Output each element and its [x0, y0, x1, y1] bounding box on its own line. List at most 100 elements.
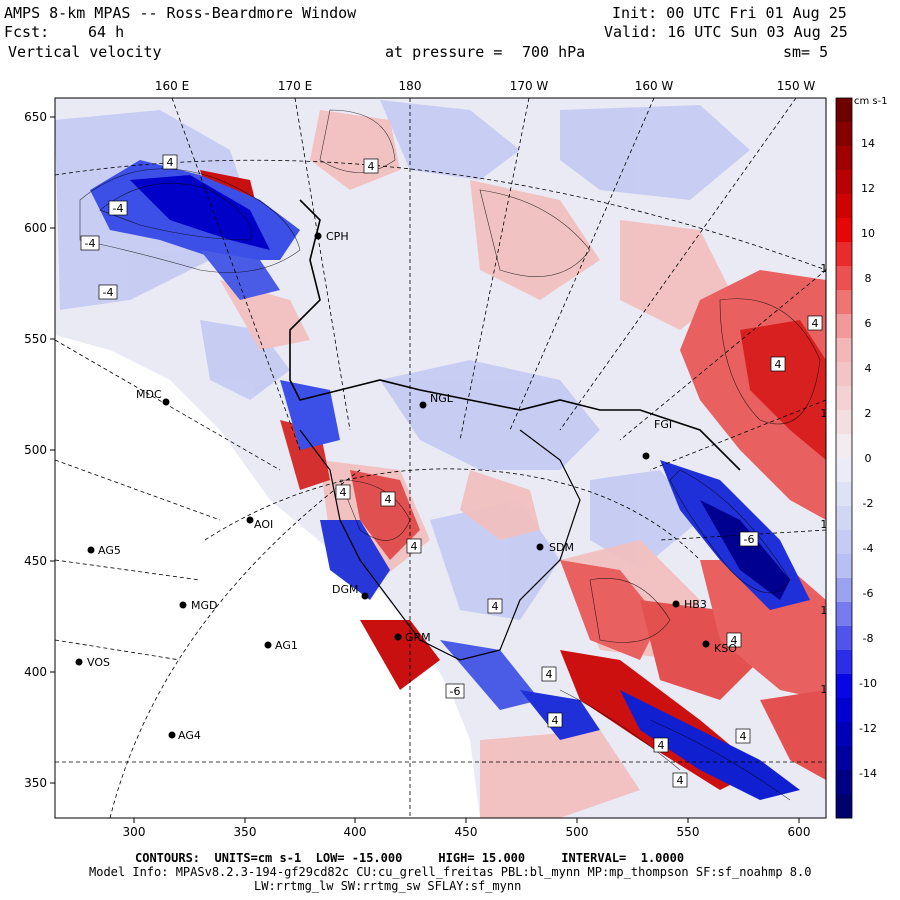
- svg-text:4: 4: [368, 160, 375, 173]
- contour-label: -4: [98, 284, 118, 300]
- lon-label-170e: 170 E: [278, 79, 312, 93]
- colorbar-tick: 6: [865, 317, 872, 330]
- strong-negative-regions: [90, 160, 810, 800]
- y-tick-label: 500: [24, 443, 47, 457]
- colorbar-tick: 10: [861, 227, 875, 240]
- station-vos: VOS: [75, 656, 110, 669]
- svg-text:NGL: NGL: [430, 392, 454, 405]
- contour-label: -6: [445, 683, 465, 699]
- colorbar-tick: -8: [863, 632, 874, 645]
- contour-label: -4: [108, 200, 128, 216]
- station-dgm: DGM: [332, 583, 369, 600]
- colorbar-tick-labels: 14 12 10 8 6 4 2 0 -2 -4 -6 -8 -10 -12 -…: [859, 137, 877, 780]
- init-time: Init: 00 UTC Fri 01 Aug 25: [612, 4, 847, 22]
- svg-text:MGD: MGD: [191, 599, 218, 612]
- station-aoi: AOI: [246, 516, 273, 531]
- svg-text:4: 4: [385, 493, 392, 506]
- colorbar-swatch: [836, 746, 852, 771]
- colorbar-tick: 8: [865, 272, 872, 285]
- valid-time: Valid: 16 UTC Sun 03 Aug 25: [604, 23, 848, 41]
- colorbar-swatch: [836, 674, 852, 699]
- lon-label-180: 180: [399, 79, 422, 93]
- station-kso: KSO: [702, 640, 737, 655]
- colorbar-swatch: [836, 290, 852, 315]
- svg-text:AOI: AOI: [254, 518, 273, 531]
- station-sdm: SDM: [536, 541, 574, 554]
- colorbar-tick: -14: [859, 767, 877, 780]
- pressure-value: 700 hPa: [522, 43, 586, 61]
- svg-text:DGM: DGM: [332, 583, 359, 596]
- contour-label-layer: 4 -4 -4 -4 4 4 4 4 4 4 4 4 4 4 4 4 -6 -6…: [80, 154, 823, 788]
- svg-text:-4: -4: [85, 237, 96, 250]
- contour-label: 4: [807, 315, 823, 331]
- contours-info: CONTOURS: UNITS=cm s-1 LOW= -15.000 HIGH…: [135, 851, 685, 865]
- colorbar-tick: -10: [859, 677, 877, 690]
- contour-label: -6: [739, 531, 759, 547]
- station-cph: CPH: [314, 230, 349, 243]
- colorbar-tick: -4: [863, 542, 874, 555]
- y-tick-label: 550: [24, 332, 47, 346]
- contour-label: 4: [406, 538, 422, 554]
- colorbar-tick: -2: [863, 497, 874, 510]
- right-lon-labels: 140 W 130 W 120 W 110 W 100 W 90 W: [820, 262, 855, 696]
- x-tick-label: 600: [788, 825, 811, 839]
- map-title: AMPS 8-km MPAS -- Ross-Beardmore Window: [4, 4, 357, 22]
- svg-text:4: 4: [411, 540, 418, 553]
- station-ag4: AG4: [168, 729, 201, 742]
- colorbar-tick: 4: [865, 362, 872, 375]
- contour-label: 4: [547, 712, 563, 728]
- contour-label: 4: [335, 484, 351, 500]
- colorbar: cm s-1 14 12 10 8 6 4 2 0 -2 -4 -6 -8 -1…: [835, 96, 888, 819]
- x-tick-label: 400: [344, 825, 367, 839]
- lon-label-110w: 110 W: [820, 604, 855, 617]
- colorbar-swatch: [836, 362, 852, 387]
- forecast-hour: 64 h: [88, 23, 125, 41]
- lon-label-170w: 170 W: [510, 79, 549, 93]
- station-ngl: NGL: [419, 392, 454, 409]
- coastline: [289, 199, 741, 471]
- station-mgd: MGD: [179, 599, 218, 612]
- pressure-label: at pressure =: [385, 43, 503, 61]
- contour-label: 4: [541, 666, 557, 682]
- x-tick-label: 300: [123, 825, 146, 839]
- colorbar-swatch: [836, 578, 852, 603]
- svg-text:HB3: HB3: [684, 598, 707, 611]
- lon-label-130w: 130 W: [820, 407, 855, 420]
- svg-text:-4: -4: [113, 202, 124, 215]
- colorbar-tick: 2: [865, 407, 872, 420]
- colorbar-swatch: [836, 530, 852, 555]
- y-axis-labels: 650 600 550 500 450 400 350: [24, 110, 47, 790]
- colorbar-swatch: [836, 170, 852, 195]
- colorbar-swatch: [836, 266, 852, 291]
- colorbar-tick: 14: [861, 137, 875, 150]
- station-ag1: AG1: [264, 639, 298, 652]
- svg-text:SDM: SDM: [549, 541, 574, 554]
- station-grm: GRM: [394, 631, 431, 644]
- contour-label: 4: [672, 772, 688, 788]
- svg-text:FGI: FGI: [654, 418, 672, 431]
- forecast-label: Fcst:: [4, 23, 50, 41]
- svg-text:-6: -6: [744, 533, 755, 546]
- station-hb3: HB3: [672, 598, 707, 611]
- map-plot-area: 4 -4 -4 -4 4 4 4 4 4 4 4 4 4 4 4 4 -6 -6…: [55, 98, 855, 818]
- y-tick-label: 400: [24, 665, 47, 679]
- axis-ticks: [50, 116, 800, 823]
- svg-text:KSO: KSO: [714, 642, 737, 655]
- x-axis-labels: 300 350 400 450 500 550 600: [123, 825, 811, 839]
- colorbar-swatch: [836, 602, 852, 627]
- svg-text:4: 4: [775, 358, 782, 371]
- lon-label-140w: 140 W: [820, 262, 855, 275]
- svg-text:4: 4: [340, 486, 347, 499]
- contour-label: 4: [770, 356, 786, 372]
- y-tick-label: 450: [24, 554, 47, 568]
- lon-label-150w: 150 W: [777, 79, 816, 93]
- y-tick-label: 650: [24, 110, 47, 124]
- lon-label-120w: 120 W: [820, 518, 855, 531]
- station-mdc: MDC: [136, 388, 170, 406]
- colorbar-swatch: [836, 626, 852, 651]
- colorbar-swatch: [836, 386, 852, 411]
- svg-text:GRM: GRM: [405, 631, 431, 644]
- model-info-physics: LW:rrtmg_lw SW:rrtmg_sw SFLAY:sf_mynn: [254, 879, 522, 893]
- x-tick-label: 450: [455, 825, 478, 839]
